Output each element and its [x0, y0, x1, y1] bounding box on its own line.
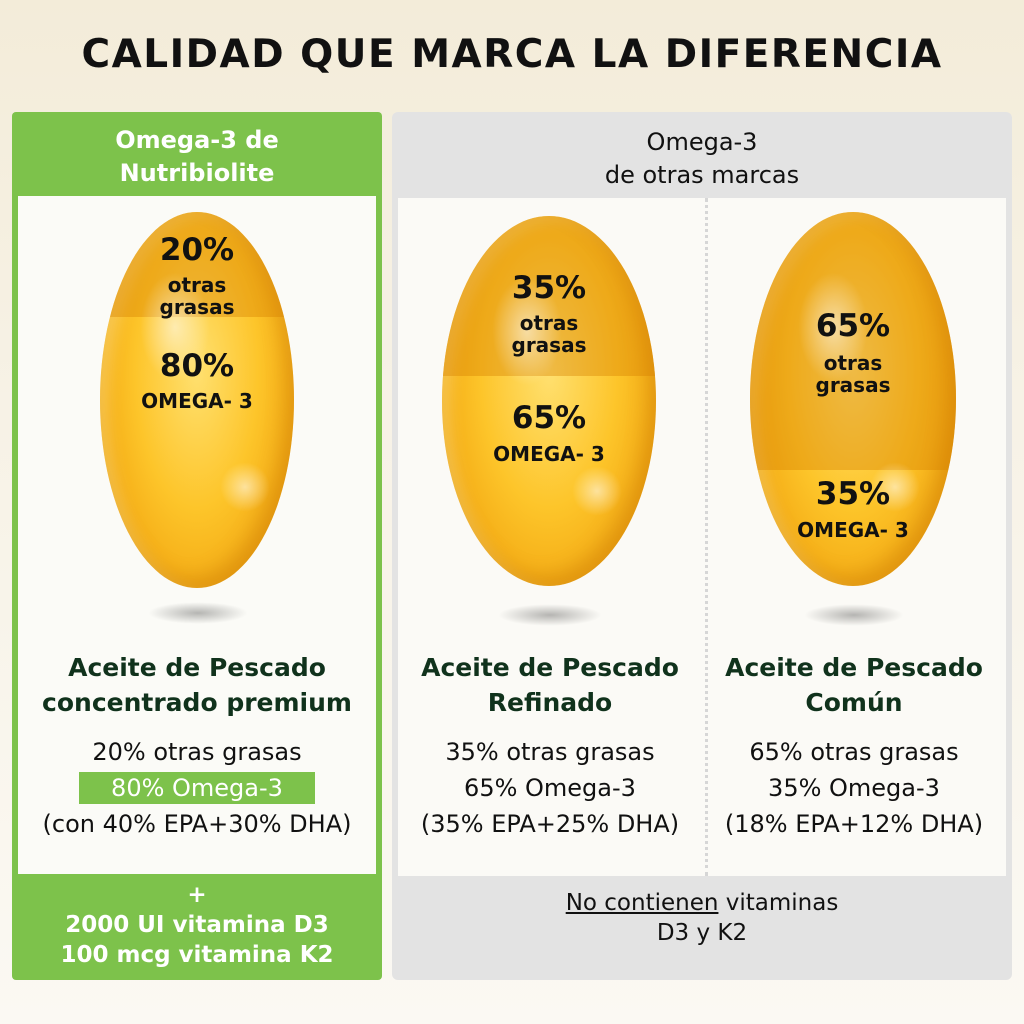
product-line-1: Aceite de Pescado [421, 653, 679, 682]
column-divider [705, 198, 708, 876]
capsule-comun: 65% otras grasas 35% OMEGA- 3 [750, 212, 956, 586]
composition: 20% otras grasas 80% Omega-3 (con 40% EP… [18, 734, 376, 842]
product-line-2: Refinado [487, 688, 613, 717]
other-brands-header: Omega-3 de otras marcas [392, 126, 1012, 192]
composition: 65% otras grasas 35% Omega-3 (18% EPA+12… [702, 734, 1006, 842]
capsule-top-label-1: otras [519, 311, 579, 335]
epa-dha-line: (18% EPA+12% DHA) [724, 810, 984, 838]
other-fats-line: 20% otras grasas [92, 738, 302, 766]
header-line-1: Omega-3 de [115, 126, 279, 154]
vitamins-footer: + 2000 UI vitamina D3 100 mcg vitamina K… [12, 880, 382, 970]
no-contain-underlined: No contienen [565, 890, 719, 916]
d3-k2-line: D3 y K2 [656, 920, 748, 946]
product-name: Aceite de Pescado concentrado premium [18, 650, 376, 720]
nutribiolite-header: Omega-3 de Nutribiolite [12, 124, 382, 190]
capsule-bottom-percent: 80% [159, 348, 235, 384]
no-vitamins-footer: No contienen vitaminas D3 y K2 [392, 888, 1012, 948]
vitamin-d3-line: 2000 UI vitamina D3 [65, 912, 329, 938]
capsule-top-percent: 20% [159, 232, 235, 268]
omega3-line: 65% Omega-3 [464, 774, 636, 802]
product-line-1: Aceite de Pescado [68, 653, 326, 682]
omega3-line: 35% Omega-3 [768, 774, 940, 802]
capsule-bottom-percent: 35% [815, 476, 891, 512]
header-line-1: Omega-3 [646, 128, 758, 156]
header-line-2: Nutribiolite [119, 159, 275, 187]
capsule-top-label-2: grasas [815, 373, 891, 397]
capsule-shadow [498, 604, 602, 626]
other-brands-panel: Omega-3 de otras marcas 35% otras grasas… [392, 112, 1012, 980]
product-line-2: Común [805, 688, 903, 717]
epa-dha-line: (35% EPA+25% DHA) [420, 810, 680, 838]
nutribiolite-panel: Omega-3 de Nutribiolite 20% otras grasas… [12, 112, 382, 980]
product-line-2: concentrado premium [42, 688, 352, 717]
capsule-top-label-2: grasas [511, 333, 587, 357]
capsule-top-percent: 65% [815, 308, 891, 344]
product-name: Aceite de Pescado Refinado [398, 650, 702, 720]
capsule-bottom-label: OMEGA- 3 [493, 442, 605, 466]
capsule-shadow [804, 604, 904, 626]
capsule-bottom-label: OMEGA- 3 [797, 518, 909, 542]
capsule-top-label-2: grasas [159, 295, 235, 319]
capsule-nutribiolite: 20% otras grasas 80% OMEGA- 3 [100, 212, 294, 588]
other-fats-line: 65% otras grasas [749, 738, 959, 766]
product-line-1: Aceite de Pescado [725, 653, 983, 682]
capsule-top-percent: 35% [511, 270, 587, 306]
capsule-top-label-1: otras [823, 351, 883, 375]
product-name: Aceite de Pescado Común [702, 650, 1006, 720]
other-brands-card: 35% otras grasas 65% OMEGA- 3 Aceite de … [398, 198, 1006, 876]
header-line-2: de otras marcas [604, 161, 800, 189]
composition: 35% otras grasas 65% Omega-3 (35% EPA+25… [398, 734, 702, 842]
other-fats-line: 35% otras grasas [445, 738, 655, 766]
vitamins-word: vitaminas [718, 890, 839, 916]
nutribiolite-card: 20% otras grasas 80% OMEGA- 3 Aceite de … [18, 196, 376, 874]
capsule-bottom-label: OMEGA- 3 [141, 389, 253, 413]
page-title: CALIDAD QUE MARCA LA DIFERENCIA [81, 32, 943, 77]
omega3-highlight: 80% Omega-3 [79, 772, 315, 804]
epa-dha-line: (con 40% EPA+30% DHA) [42, 810, 352, 838]
plus-sign: + [187, 882, 207, 908]
vitamin-k2-line: 100 mcg vitamina K2 [60, 942, 334, 968]
capsule-refinado: 35% otras grasas 65% OMEGA- 3 [442, 216, 656, 586]
capsule-top-label-1: otras [167, 273, 227, 297]
capsule-shadow [148, 602, 248, 624]
capsule-bottom-percent: 65% [511, 400, 587, 436]
